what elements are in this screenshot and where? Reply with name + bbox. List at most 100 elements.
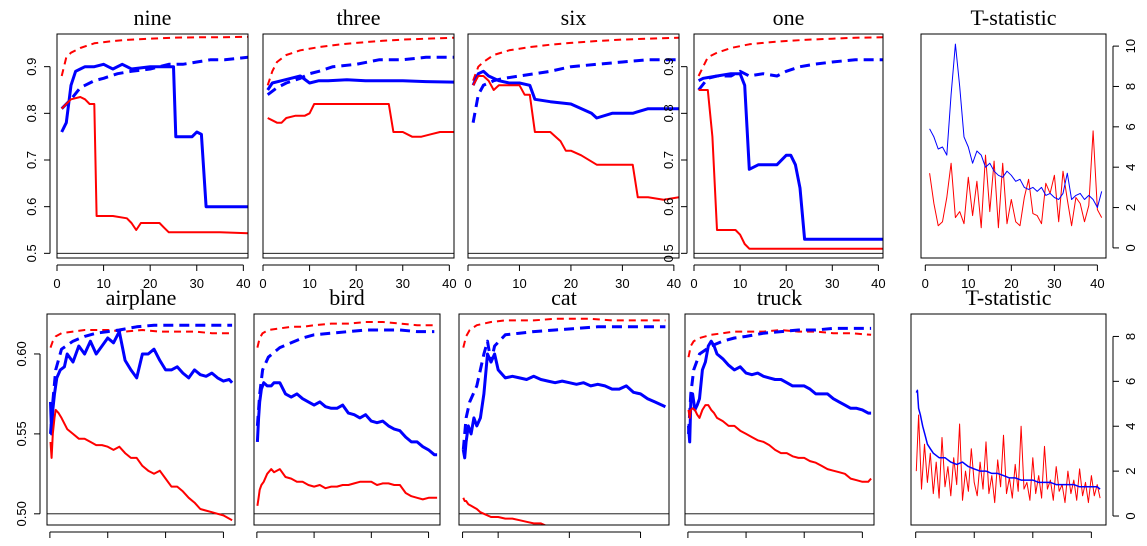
y-tick-label: 0.50 — [14, 501, 29, 526]
x-tick-label: 200 — [360, 543, 382, 546]
y-tick-label: 2 — [1123, 468, 1138, 475]
x-tick-label: 10 — [96, 276, 110, 291]
x-tick-label: 10 — [733, 276, 747, 291]
x-tick-label: 10 — [512, 276, 526, 291]
x-tick-label: 0 — [253, 543, 260, 546]
y-tick-label: 4 — [1123, 423, 1138, 430]
series-line-1 — [49, 323, 233, 435]
y-tick-label: 0.9 — [661, 58, 676, 76]
x-tick-label: 40 — [1090, 276, 1104, 291]
y-tick-label: 0.5 — [661, 244, 676, 262]
x-tick-label: 300 — [1081, 543, 1103, 546]
y-tick-label: 0.8 — [661, 104, 676, 122]
y-tick-label: 0.7 — [24, 151, 39, 169]
plot-frame — [920, 33, 1107, 259]
x-tick-label: 40 — [442, 276, 456, 291]
x-tick-label: 10 — [961, 276, 975, 291]
panel-3: one 0 10 20 30 40 0.5 0.6 0.7 0.8 0.9 — [661, 5, 886, 291]
y-tick-label: 0.6 — [661, 198, 676, 216]
series-line-0 — [60, 35, 248, 77]
y-tick-label: 0.6 — [24, 198, 39, 216]
panel-9: T-statistic 0 100 200 300 0 2 4 6 8 — [910, 285, 1138, 546]
x-tick-label: 20 — [349, 276, 363, 291]
x-tick-label: 20 — [1004, 276, 1018, 291]
x-tick-label: 0 — [459, 543, 466, 546]
x-tick-label: 20 — [564, 276, 578, 291]
series-line-2 — [471, 69, 679, 120]
series-line-0 — [462, 317, 666, 348]
plot-frame — [910, 313, 1107, 526]
x-tick-label: 30 — [615, 276, 629, 291]
x-tick-label: 150 — [558, 543, 580, 546]
x-tick-label: 50 — [491, 543, 505, 546]
plot-frame — [262, 33, 455, 259]
x-tick-label: 0 — [259, 276, 266, 291]
series-line-1 — [471, 58, 679, 123]
panel-title: airplane — [106, 285, 177, 310]
panel-8: truck 0 100 200 300 — [684, 285, 875, 546]
x-tick-label: 30 — [1047, 276, 1061, 291]
x-tick-label: 250 — [630, 543, 652, 546]
x-tick-label: 100 — [735, 543, 757, 546]
panel-title: bird — [329, 285, 364, 310]
x-tick-label: 0 — [53, 276, 60, 291]
y-tick-label: 0.5 — [24, 244, 39, 262]
x-tick-label: 30 — [396, 276, 410, 291]
series-line-2 — [461, 352, 667, 460]
series-line-0 — [472, 36, 679, 82]
series-line-2 — [697, 72, 883, 241]
y-tick-label: 10 — [1123, 39, 1138, 53]
panel-6: bird 0 100 200 300 — [253, 285, 441, 546]
series-line-1 — [255, 328, 435, 427]
y-tick-label: 8 — [1123, 333, 1138, 340]
panel-7: cat 0 50 150 250 — [458, 285, 670, 546]
plot-frame — [467, 33, 680, 259]
panel-title: three — [337, 5, 381, 30]
series-line-3 — [472, 75, 679, 201]
panel-title: one — [773, 5, 805, 30]
y-tick-label: 0.55 — [14, 421, 29, 446]
x-tick-label: 30 — [825, 276, 839, 291]
x-tick-label: 300 — [418, 543, 440, 546]
series-line-0 — [266, 36, 454, 86]
panel-title: nine — [134, 5, 172, 30]
y-tick-label: 0.60 — [14, 341, 29, 366]
y-tick-label: 0.7 — [661, 151, 676, 169]
series-line-1 — [60, 55, 248, 110]
series-line-1 — [687, 326, 872, 434]
x-tick-label: 100 — [303, 543, 325, 546]
x-tick-label: 20 — [143, 276, 157, 291]
panel-title: T-statistic — [971, 5, 1057, 30]
x-tick-label: 100 — [97, 543, 119, 546]
x-tick-label: 300 — [852, 543, 874, 546]
x-tick-label: 0 — [684, 543, 691, 546]
y-tick-label: 4 — [1123, 164, 1138, 171]
panel-title: six — [561, 5, 587, 30]
x-tick-label: 100 — [963, 543, 985, 546]
x-tick-label: 40 — [236, 276, 250, 291]
series-line-2 — [49, 330, 234, 436]
y-tick-label: 8 — [1123, 83, 1138, 90]
y-tick-label: 2 — [1123, 204, 1138, 211]
series-line-0 — [697, 36, 883, 77]
plot-frame — [46, 313, 236, 526]
y-tick-label: 0.9 — [24, 58, 39, 76]
series-line-2 — [60, 62, 248, 209]
plot-frame — [253, 313, 441, 526]
series-line-2 — [266, 74, 454, 91]
series-line-0 — [915, 414, 1101, 504]
plot-frame — [458, 313, 670, 526]
y-tick-label: 6 — [1123, 378, 1138, 385]
y-tick-label: 0.8 — [24, 104, 39, 122]
x-tick-label: 0 — [46, 543, 53, 546]
y-tick-label: 6 — [1123, 123, 1138, 130]
x-tick-label: 0 — [690, 276, 697, 291]
x-tick-label: 40 — [667, 276, 681, 291]
plot-frame — [693, 33, 884, 259]
series-line-3 — [687, 404, 872, 483]
series-line-3 — [698, 89, 883, 250]
series-line-0 — [929, 130, 1103, 229]
series-line-0 — [49, 329, 230, 348]
series-line-1 — [266, 55, 454, 96]
x-tick-label: 40 — [871, 276, 885, 291]
